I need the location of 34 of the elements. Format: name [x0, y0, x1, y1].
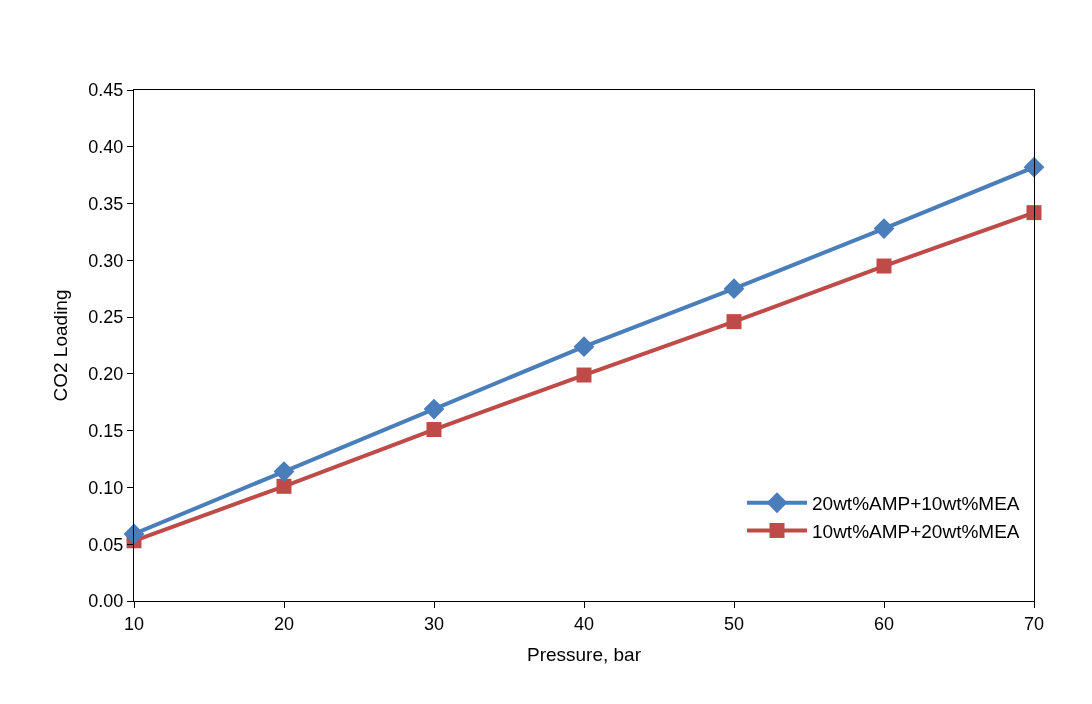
point — [423, 398, 445, 420]
point — [123, 523, 145, 545]
legend-label: 10wt%AMP+20wt%MEA — [812, 520, 1020, 542]
point — [573, 336, 595, 358]
y-tick-label: 0.45 — [88, 80, 124, 101]
y-tick-label: 0.20 — [88, 364, 124, 385]
y-tick-label: 0.30 — [88, 250, 124, 271]
y-tick-label: 0.40 — [88, 137, 124, 158]
y-tick-label: 0.05 — [88, 534, 124, 555]
x-tick-label: 70 — [1023, 613, 1045, 634]
point — [873, 218, 895, 239]
x-tick-label: 20 — [273, 613, 295, 634]
x-tick-label: 40 — [573, 613, 595, 634]
point — [876, 258, 892, 274]
point — [726, 314, 742, 330]
y-tick-label: 0.25 — [88, 307, 124, 328]
y-tick-label: 0.00 — [88, 591, 124, 612]
y-tick-label: 0.10 — [88, 477, 124, 498]
x-tick-label: 60 — [873, 613, 895, 634]
y-axis-title: CO2 Loading — [50, 289, 72, 402]
y-tick-label: 0.15 — [88, 420, 124, 441]
y-tick-label: 0.35 — [88, 193, 124, 214]
legend-label: 20wt%AMP+10wt%MEA — [812, 493, 1020, 515]
point — [426, 422, 442, 438]
x-tick-label: 10 — [123, 613, 145, 634]
point — [1026, 205, 1042, 221]
x-tick-label: 50 — [723, 613, 745, 634]
point — [276, 478, 292, 494]
point — [723, 278, 745, 300]
point — [576, 367, 592, 383]
x-tick-label: 30 — [423, 613, 445, 634]
point — [1023, 156, 1045, 178]
x-axis-title: Pressure, bar — [526, 644, 642, 666]
point — [273, 461, 295, 482]
